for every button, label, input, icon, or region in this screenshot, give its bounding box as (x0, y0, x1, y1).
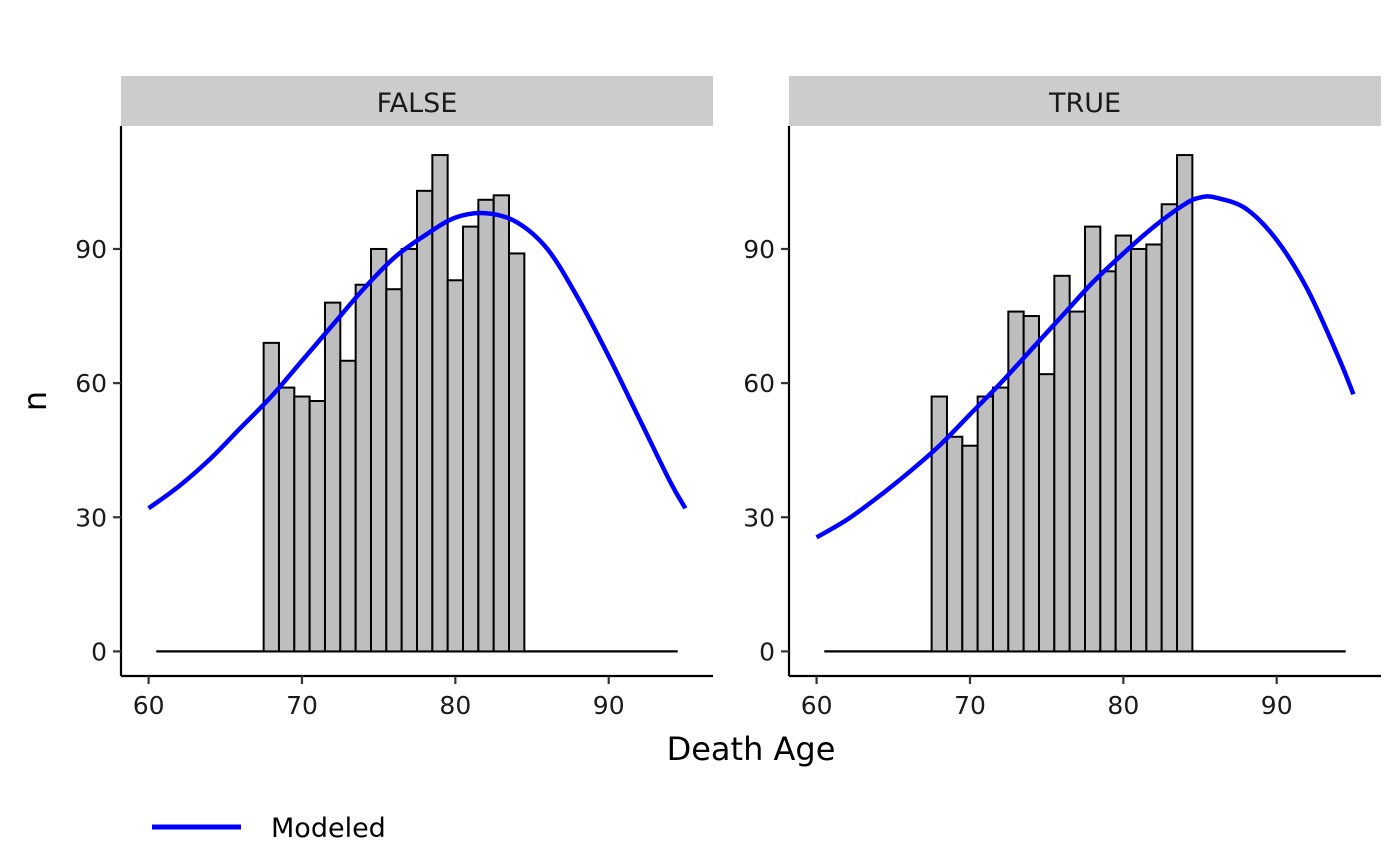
histogram-bar (1099, 270, 1117, 653)
histogram-bar (385, 288, 403, 653)
histogram-bar (323, 301, 342, 653)
histogram-bar (1160, 203, 1179, 653)
histogram-bar (976, 395, 994, 653)
histogram-bar (961, 444, 979, 653)
x-tick-label: 70 (286, 691, 318, 720)
x-tick-label: 80 (1107, 691, 1139, 720)
y-tick-label: 30 (743, 503, 775, 532)
y-tick-label: 30 (75, 503, 107, 532)
histogram-bar (308, 400, 326, 653)
y-axis-title: n (16, 391, 54, 411)
y-tick-label: 0 (91, 637, 107, 666)
histogram-bar (1130, 247, 1148, 653)
x-tick-label: 90 (593, 691, 625, 720)
panel-false: FALSE 0 30 60 90 60 70 80 90 (75, 76, 713, 720)
y-tick-label: 90 (743, 235, 775, 264)
panel-true: TRUE 0 30 60 90 60 70 80 90 (743, 76, 1381, 720)
histogram-bar (400, 247, 418, 653)
histogram-bar (508, 252, 526, 653)
histogram-bar (446, 279, 465, 653)
strip-background (121, 76, 713, 126)
histogram-bar (930, 395, 948, 653)
histogram-bar (1037, 373, 1056, 653)
legend-label-modeled: Modeled (271, 813, 386, 844)
x-tick-label: 90 (1261, 691, 1293, 720)
x-tick-label: 60 (133, 691, 165, 720)
y-tick-label: 60 (743, 369, 775, 398)
histogram-bar (492, 194, 511, 653)
x-axis-title: Death Age (667, 730, 836, 768)
histogram-bar (416, 189, 434, 653)
modeled-curve (147, 210, 688, 511)
x-tick-label: 80 (439, 691, 471, 720)
histogram-bar (277, 386, 296, 653)
strip-label: FALSE (377, 88, 458, 119)
legend: Modeled (152, 813, 386, 844)
x-tick-label: 60 (801, 691, 833, 720)
histogram-bar (462, 225, 480, 653)
histogram-bar (1022, 315, 1040, 653)
strip-background (789, 76, 1381, 126)
histogram-bar (1176, 154, 1194, 653)
y-tick-label: 90 (75, 235, 107, 264)
histogram-bar (1145, 243, 1163, 653)
y-tick-label: 60 (75, 369, 107, 398)
histogram-bar (369, 247, 388, 653)
x-tick-label: 70 (954, 691, 986, 720)
histogram-bar (991, 386, 1010, 653)
y-tick-label: 0 (759, 637, 775, 666)
histogram-bar (1053, 274, 1071, 653)
histogram-bar (477, 198, 495, 653)
histogram-bar (293, 395, 311, 653)
histogram-bar (339, 359, 357, 653)
strip-label: TRUE (1048, 88, 1121, 119)
modeled-curve (815, 194, 1356, 540)
histogram-bar (945, 435, 964, 653)
histogram-bar (1114, 234, 1133, 653)
histogram-bar (354, 283, 372, 653)
histogram-bar (1068, 310, 1086, 653)
